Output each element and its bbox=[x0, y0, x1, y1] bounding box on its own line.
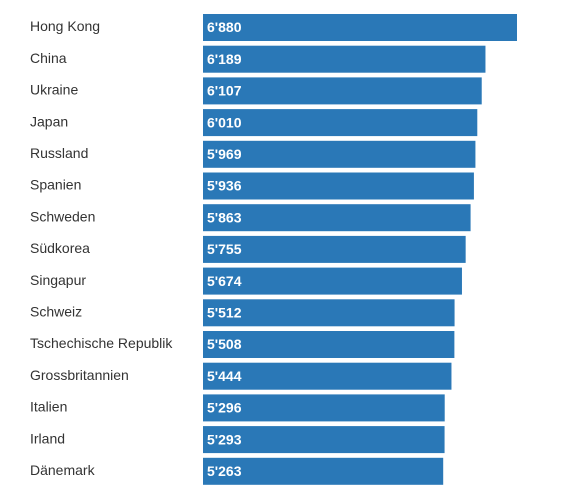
value-label: 6'880 bbox=[207, 19, 242, 35]
value-label: 5'969 bbox=[207, 146, 242, 162]
value-label: 5'863 bbox=[207, 209, 242, 225]
category-label: Tschechische Republik bbox=[30, 335, 173, 351]
value-label: 5'508 bbox=[207, 336, 242, 352]
value-label: 6'010 bbox=[207, 114, 242, 130]
category-label: Japan bbox=[30, 113, 68, 129]
category-label: Russland bbox=[30, 145, 88, 161]
value-label: 5'755 bbox=[207, 241, 242, 257]
category-label: Singapur bbox=[30, 272, 86, 288]
bar bbox=[203, 140, 476, 168]
bar bbox=[203, 77, 482, 105]
bar bbox=[203, 331, 455, 358]
bar bbox=[203, 235, 466, 263]
value-label: 5'444 bbox=[207, 368, 242, 384]
bar bbox=[203, 267, 462, 295]
category-label: Südkorea bbox=[30, 240, 90, 256]
value-label: 6'189 bbox=[207, 51, 242, 67]
bar bbox=[203, 426, 445, 454]
value-label: 5'263 bbox=[207, 463, 242, 479]
bar bbox=[203, 14, 517, 41]
bar bbox=[203, 172, 474, 200]
value-label: 5'296 bbox=[207, 400, 242, 416]
category-label: Italien bbox=[30, 399, 67, 415]
value-label: 5'936 bbox=[207, 178, 242, 194]
value-label: 5'674 bbox=[207, 273, 242, 289]
category-label: Grossbritannien bbox=[30, 367, 129, 383]
bar bbox=[203, 109, 478, 137]
bar bbox=[203, 457, 444, 485]
value-label: 5'293 bbox=[207, 431, 242, 447]
category-label: Schweiz bbox=[30, 304, 82, 320]
bar bbox=[203, 45, 486, 73]
category-label: Dänemark bbox=[30, 462, 96, 478]
value-label: 6'107 bbox=[207, 83, 242, 99]
category-label: Ukraine bbox=[30, 82, 78, 98]
bar bbox=[203, 299, 455, 327]
value-label: 5'512 bbox=[207, 305, 242, 321]
bar bbox=[203, 394, 445, 422]
category-label: Irland bbox=[30, 430, 65, 446]
category-label: Schweden bbox=[30, 208, 95, 224]
bar bbox=[203, 362, 452, 390]
bar bbox=[203, 204, 471, 232]
category-label: Hong Kong bbox=[30, 18, 100, 34]
category-label: Spanien bbox=[30, 177, 81, 193]
category-label: China bbox=[30, 50, 67, 66]
